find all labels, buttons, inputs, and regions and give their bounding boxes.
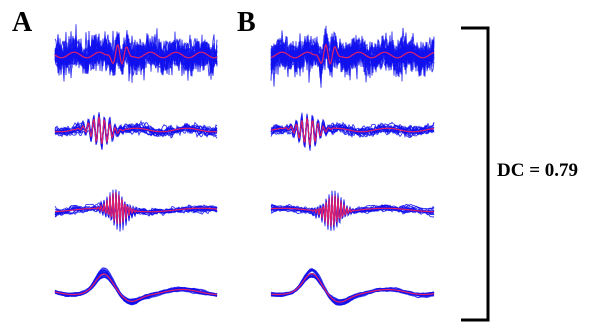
right-bracket-icon <box>461 26 490 322</box>
waveform-trace <box>54 267 218 303</box>
waveform-trace <box>270 37 435 78</box>
waveform-mean-trace <box>54 192 218 225</box>
waveform-trace <box>271 268 435 306</box>
panel-label-a: A <box>12 7 33 38</box>
waveform-mean-trace <box>270 43 435 66</box>
waveform-trace <box>54 275 218 304</box>
dice-coefficient-label: DC = 0.79 <box>497 160 579 181</box>
waveform-traces <box>54 24 435 306</box>
waveform-trace <box>270 197 435 229</box>
waveform-trace <box>54 271 218 303</box>
waveform-mean-trace <box>54 116 218 144</box>
waveform-trace <box>54 30 218 77</box>
waveform-trace <box>54 32 218 76</box>
waveform-trace <box>54 272 217 302</box>
waveform-mean-trace <box>270 195 434 227</box>
panel-label-b: B <box>237 7 256 38</box>
waveform-trace <box>54 272 218 302</box>
waveform-mean-trace <box>270 117 435 146</box>
waveform-trace <box>270 195 435 226</box>
waveform-trace <box>54 118 218 150</box>
waveform-mean-trace <box>270 273 435 303</box>
waveform-mean-trace <box>54 43 218 66</box>
waveform-mean-trace <box>54 273 218 303</box>
